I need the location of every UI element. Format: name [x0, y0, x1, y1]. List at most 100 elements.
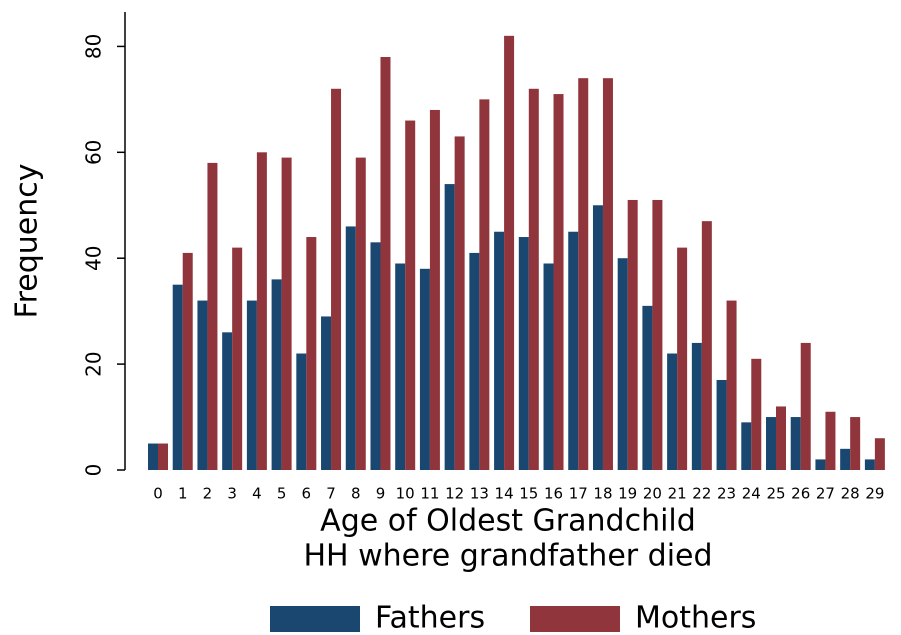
x-tick-label: 14	[495, 485, 514, 503]
x-tick-label: 4	[252, 485, 262, 503]
x-tick-label: 7	[326, 485, 336, 503]
x-tick-label: 24	[742, 485, 761, 503]
x-tick-label: 5	[277, 485, 287, 503]
x-tick-label: 12	[445, 485, 464, 503]
bar	[864, 459, 875, 470]
bar	[469, 252, 480, 470]
y-tick-label: 80	[82, 34, 106, 59]
x-tick-label: 22	[692, 485, 711, 503]
bar	[429, 109, 440, 470]
y-tick-label: 60	[82, 140, 106, 165]
bar	[494, 231, 505, 470]
x-tick-label: 2	[203, 485, 213, 503]
x-tick-label: 17	[569, 485, 588, 503]
bar	[246, 300, 257, 470]
bar	[543, 263, 554, 470]
bar	[518, 237, 529, 470]
x-tick-label: 21	[668, 485, 687, 503]
bar	[726, 300, 737, 470]
bar	[578, 78, 589, 471]
x-tick-label: 26	[791, 485, 810, 503]
x-tick-label: 3	[227, 485, 237, 503]
bar	[479, 99, 490, 470]
bar	[370, 242, 381, 470]
x-tick-label: 1	[178, 485, 188, 503]
bar	[256, 152, 267, 470]
x-tick-label: 10	[396, 485, 415, 503]
bar	[701, 221, 712, 470]
y-axis-title: Frequency	[10, 164, 45, 319]
y-tick-label: 40	[82, 245, 106, 270]
bar	[222, 332, 233, 470]
y-tick-label: 0	[82, 464, 106, 477]
bar	[741, 422, 752, 470]
bar	[776, 406, 786, 470]
x-tick-label: 11	[420, 485, 439, 503]
legend-label: Mothers	[635, 601, 756, 635]
bar	[380, 57, 391, 471]
x-tick-label: 28	[841, 485, 860, 503]
x-tick-label: 20	[643, 485, 662, 503]
bar	[207, 162, 218, 470]
bar	[444, 184, 455, 470]
bar	[232, 247, 243, 470]
bar	[825, 411, 836, 470]
y-tick-label: 20	[82, 351, 106, 376]
bar	[790, 417, 801, 470]
bar	[419, 268, 430, 470]
x-tick-label: 19	[618, 485, 637, 503]
bar	[271, 279, 282, 470]
bar	[197, 300, 208, 470]
bar	[528, 88, 539, 470]
bar	[691, 342, 702, 470]
bar	[815, 459, 826, 470]
x-tick-label: 0	[153, 485, 163, 503]
x-axis-title: Age of Oldest Grandchild	[320, 504, 696, 539]
bar	[716, 379, 727, 470]
bar	[355, 157, 366, 470]
bar	[627, 199, 638, 470]
bar	[667, 353, 678, 470]
bar	[331, 88, 342, 470]
bar	[172, 284, 183, 470]
bar	[321, 316, 332, 470]
bar	[148, 443, 158, 470]
bar	[281, 157, 292, 470]
bar	[642, 305, 653, 470]
bar	[840, 448, 851, 470]
x-tick-label: 29	[865, 485, 884, 503]
bar	[306, 237, 317, 470]
legend-swatch	[270, 606, 360, 632]
x-tick-label: 16	[544, 485, 563, 503]
x-tick-label: 18	[593, 485, 612, 503]
x-tick-label: 6	[302, 485, 312, 503]
bar	[454, 136, 465, 471]
bar	[395, 263, 406, 470]
bar	[751, 358, 762, 470]
bar	[296, 353, 307, 470]
bar	[553, 94, 564, 470]
bar	[405, 120, 416, 471]
bar	[766, 417, 776, 470]
bar	[568, 231, 579, 470]
bar	[504, 35, 515, 470]
x-tick-label: 23	[717, 485, 736, 503]
x-tick-label: 15	[519, 485, 538, 503]
bar	[592, 205, 603, 470]
bar	[874, 438, 885, 470]
bar	[182, 252, 193, 470]
bar	[800, 342, 811, 470]
x-tick-label: 27	[816, 485, 835, 503]
bar	[652, 199, 663, 470]
bar	[677, 247, 688, 470]
x-tick-label: 13	[470, 485, 489, 503]
bar	[158, 443, 168, 470]
legend-label: Fathers	[375, 601, 485, 635]
x-tick-label: 9	[376, 485, 386, 503]
bar	[850, 417, 861, 470]
x-tick-label: 8	[351, 485, 361, 503]
subtitle: HH where grandfather died	[303, 539, 712, 574]
x-tick-label: 25	[766, 485, 785, 503]
legend-swatch	[530, 606, 620, 632]
